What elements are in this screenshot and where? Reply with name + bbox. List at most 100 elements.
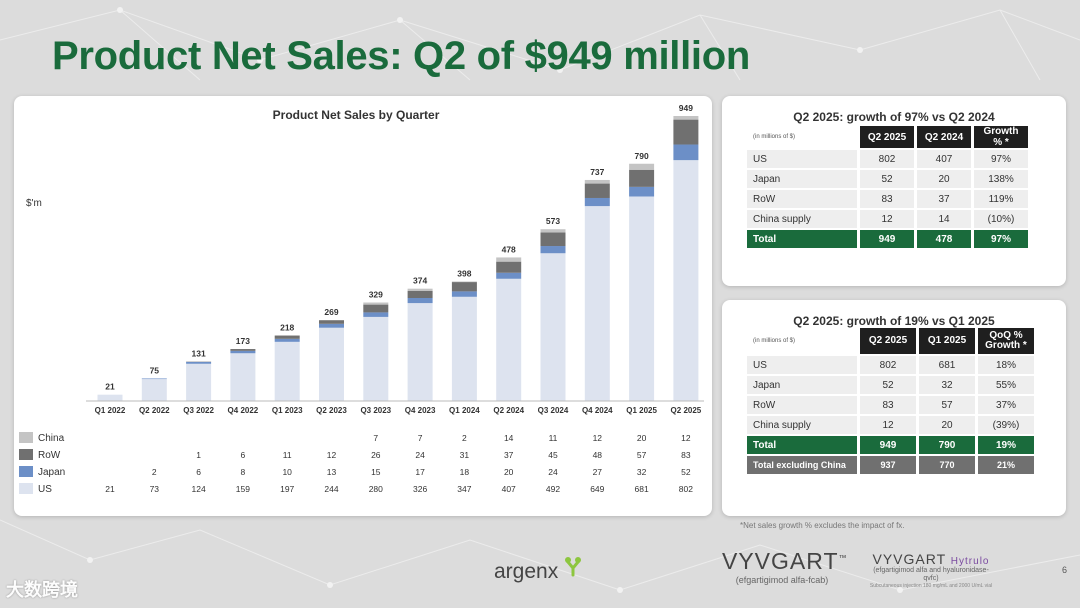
cell-value: 407 xyxy=(917,150,971,168)
cell-value: 770 xyxy=(919,456,975,474)
legend-label: US xyxy=(38,484,52,495)
bar-total-label: 398 xyxy=(457,268,471,278)
table-row: RoW 83 37 119% xyxy=(747,190,1028,208)
data-table-value: 326 xyxy=(413,484,427,494)
qoq-growth-table: (in millions of $) Q2 2025 Q1 2025 QoQ %… xyxy=(744,326,1037,476)
x-axis-tick-label: Q4 2022 xyxy=(228,406,259,415)
qoq-table-title: Q2 2025: growth of 19% vs Q1 2025 xyxy=(793,314,995,328)
data-table-value: 8 xyxy=(241,467,246,477)
data-table-value: 45 xyxy=(548,450,558,460)
data-table-value: 18 xyxy=(460,467,470,477)
data-table-value: 11 xyxy=(549,433,558,443)
data-table-value: 681 xyxy=(635,484,649,494)
total-excluding-china-row: Total excluding China 937 770 21% xyxy=(747,456,1034,474)
table-row: China supply 12 20 (39%) xyxy=(747,416,1034,434)
bar-segment-us xyxy=(274,341,300,401)
row-label: Total xyxy=(747,436,857,454)
data-table-value: 12 xyxy=(593,433,603,443)
data-table-value: 2 xyxy=(462,433,467,443)
bar-segment-japan xyxy=(274,338,300,342)
data-table-value: 280 xyxy=(369,484,383,494)
bar-segment-row xyxy=(629,169,655,187)
sales-chart-card: Product Net Sales by Quarter $'m 21 Q1 20… xyxy=(14,96,712,516)
cell-value: 83 xyxy=(860,396,916,414)
x-axis-tick-label: Q2 2024 xyxy=(493,406,524,415)
data-table-value: 802 xyxy=(679,484,693,494)
y-axis-unit-label: $'m xyxy=(26,198,42,209)
cell-value: (10%) xyxy=(974,210,1028,228)
x-axis-tick-label: Q4 2024 xyxy=(582,406,613,415)
data-table-value: 492 xyxy=(546,484,560,494)
x-axis-tick-label: Q4 2023 xyxy=(405,406,436,415)
x-axis-tick-label: Q2 2022 xyxy=(139,406,170,415)
col-header: Growth % * xyxy=(974,126,1028,148)
bar-segment-row xyxy=(319,320,344,324)
watermark-text: 大数跨境 xyxy=(6,580,78,600)
x-axis-tick-label: Q3 2024 xyxy=(538,406,569,415)
col-header: Q1 2025 xyxy=(919,328,975,354)
bar-segment-us xyxy=(319,327,344,401)
cell-value: 18% xyxy=(978,356,1034,374)
bar-segment-row xyxy=(496,261,522,273)
cell-value: 790 xyxy=(919,436,975,454)
bar-total-label: 790 xyxy=(635,151,649,161)
col-header: Q2 2025 xyxy=(860,126,914,148)
cell-value: 949 xyxy=(860,436,916,454)
cell-value: 57 xyxy=(919,396,975,414)
data-table-value: 15 xyxy=(371,467,381,477)
cell-value: 52 xyxy=(860,376,916,394)
argenx-logo-mark-icon xyxy=(565,557,581,577)
bar-segment-us xyxy=(97,394,123,401)
cell-value: 14 xyxy=(917,210,971,228)
data-table-value: 7 xyxy=(418,433,423,443)
cell-value: 97% xyxy=(974,230,1028,248)
bar-total-label: 478 xyxy=(502,244,516,254)
cell-value: 937 xyxy=(860,456,916,474)
data-table-value: 6 xyxy=(196,467,201,477)
vyvgart-logo: VYVGART™ (efgartigimod alfa-fcab) xyxy=(722,548,847,585)
data-table-value: 24 xyxy=(415,450,425,460)
cell-value: 802 xyxy=(860,356,916,374)
bar-segment-us xyxy=(407,303,433,401)
hytrulo-name: VYVGART xyxy=(872,551,946,567)
bar-segment-japan xyxy=(496,272,522,279)
x-axis-tick-label: Q1 2022 xyxy=(95,406,126,415)
footnote: *Net sales growth % excludes the impact … xyxy=(740,521,905,530)
row-label: Total excluding China xyxy=(747,456,857,474)
cell-value: 83 xyxy=(860,190,914,208)
cell-value: 19% xyxy=(978,436,1034,454)
row-label: RoW xyxy=(747,396,857,414)
bar-segment-us xyxy=(363,316,389,401)
chart-title: Product Net Sales by Quarter xyxy=(272,108,440,122)
bar-segment-row xyxy=(540,232,566,247)
bar-segment-japan xyxy=(230,350,256,354)
bar-segment-japan xyxy=(673,144,699,161)
data-table-value: 52 xyxy=(681,467,691,477)
data-table-value: 197 xyxy=(280,484,294,494)
legend-label: China xyxy=(38,433,65,444)
bar-segment-japan xyxy=(363,312,389,317)
data-table-value: 24 xyxy=(548,467,558,477)
bar-segment-us xyxy=(629,196,655,401)
row-label: China supply xyxy=(747,210,857,228)
units-note: (in millions of $) xyxy=(753,338,796,344)
data-table-value: 32 xyxy=(637,467,647,477)
bar-segment-china xyxy=(496,257,522,262)
total-row: Total 949 790 19% xyxy=(747,436,1034,454)
bar-total-label: 173 xyxy=(236,336,250,346)
bar-segment-china xyxy=(673,116,699,120)
data-table-value: 6 xyxy=(241,450,246,460)
cell-value: 52 xyxy=(860,170,914,188)
bar-segment-row xyxy=(584,183,610,198)
cell-value: (39%) xyxy=(978,416,1034,434)
data-table-value: 27 xyxy=(593,467,603,477)
cell-value: 12 xyxy=(860,210,914,228)
x-axis-tick-label: Q1 2024 xyxy=(449,406,480,415)
bar-segment-us xyxy=(673,160,699,401)
table-row: Japan 52 20 138% xyxy=(747,170,1028,188)
cell-value: 138% xyxy=(974,170,1028,188)
bar-total-label: 374 xyxy=(413,276,427,286)
col-header: QoQ % Growth * xyxy=(978,328,1034,354)
cell-value: 55% xyxy=(978,376,1034,394)
